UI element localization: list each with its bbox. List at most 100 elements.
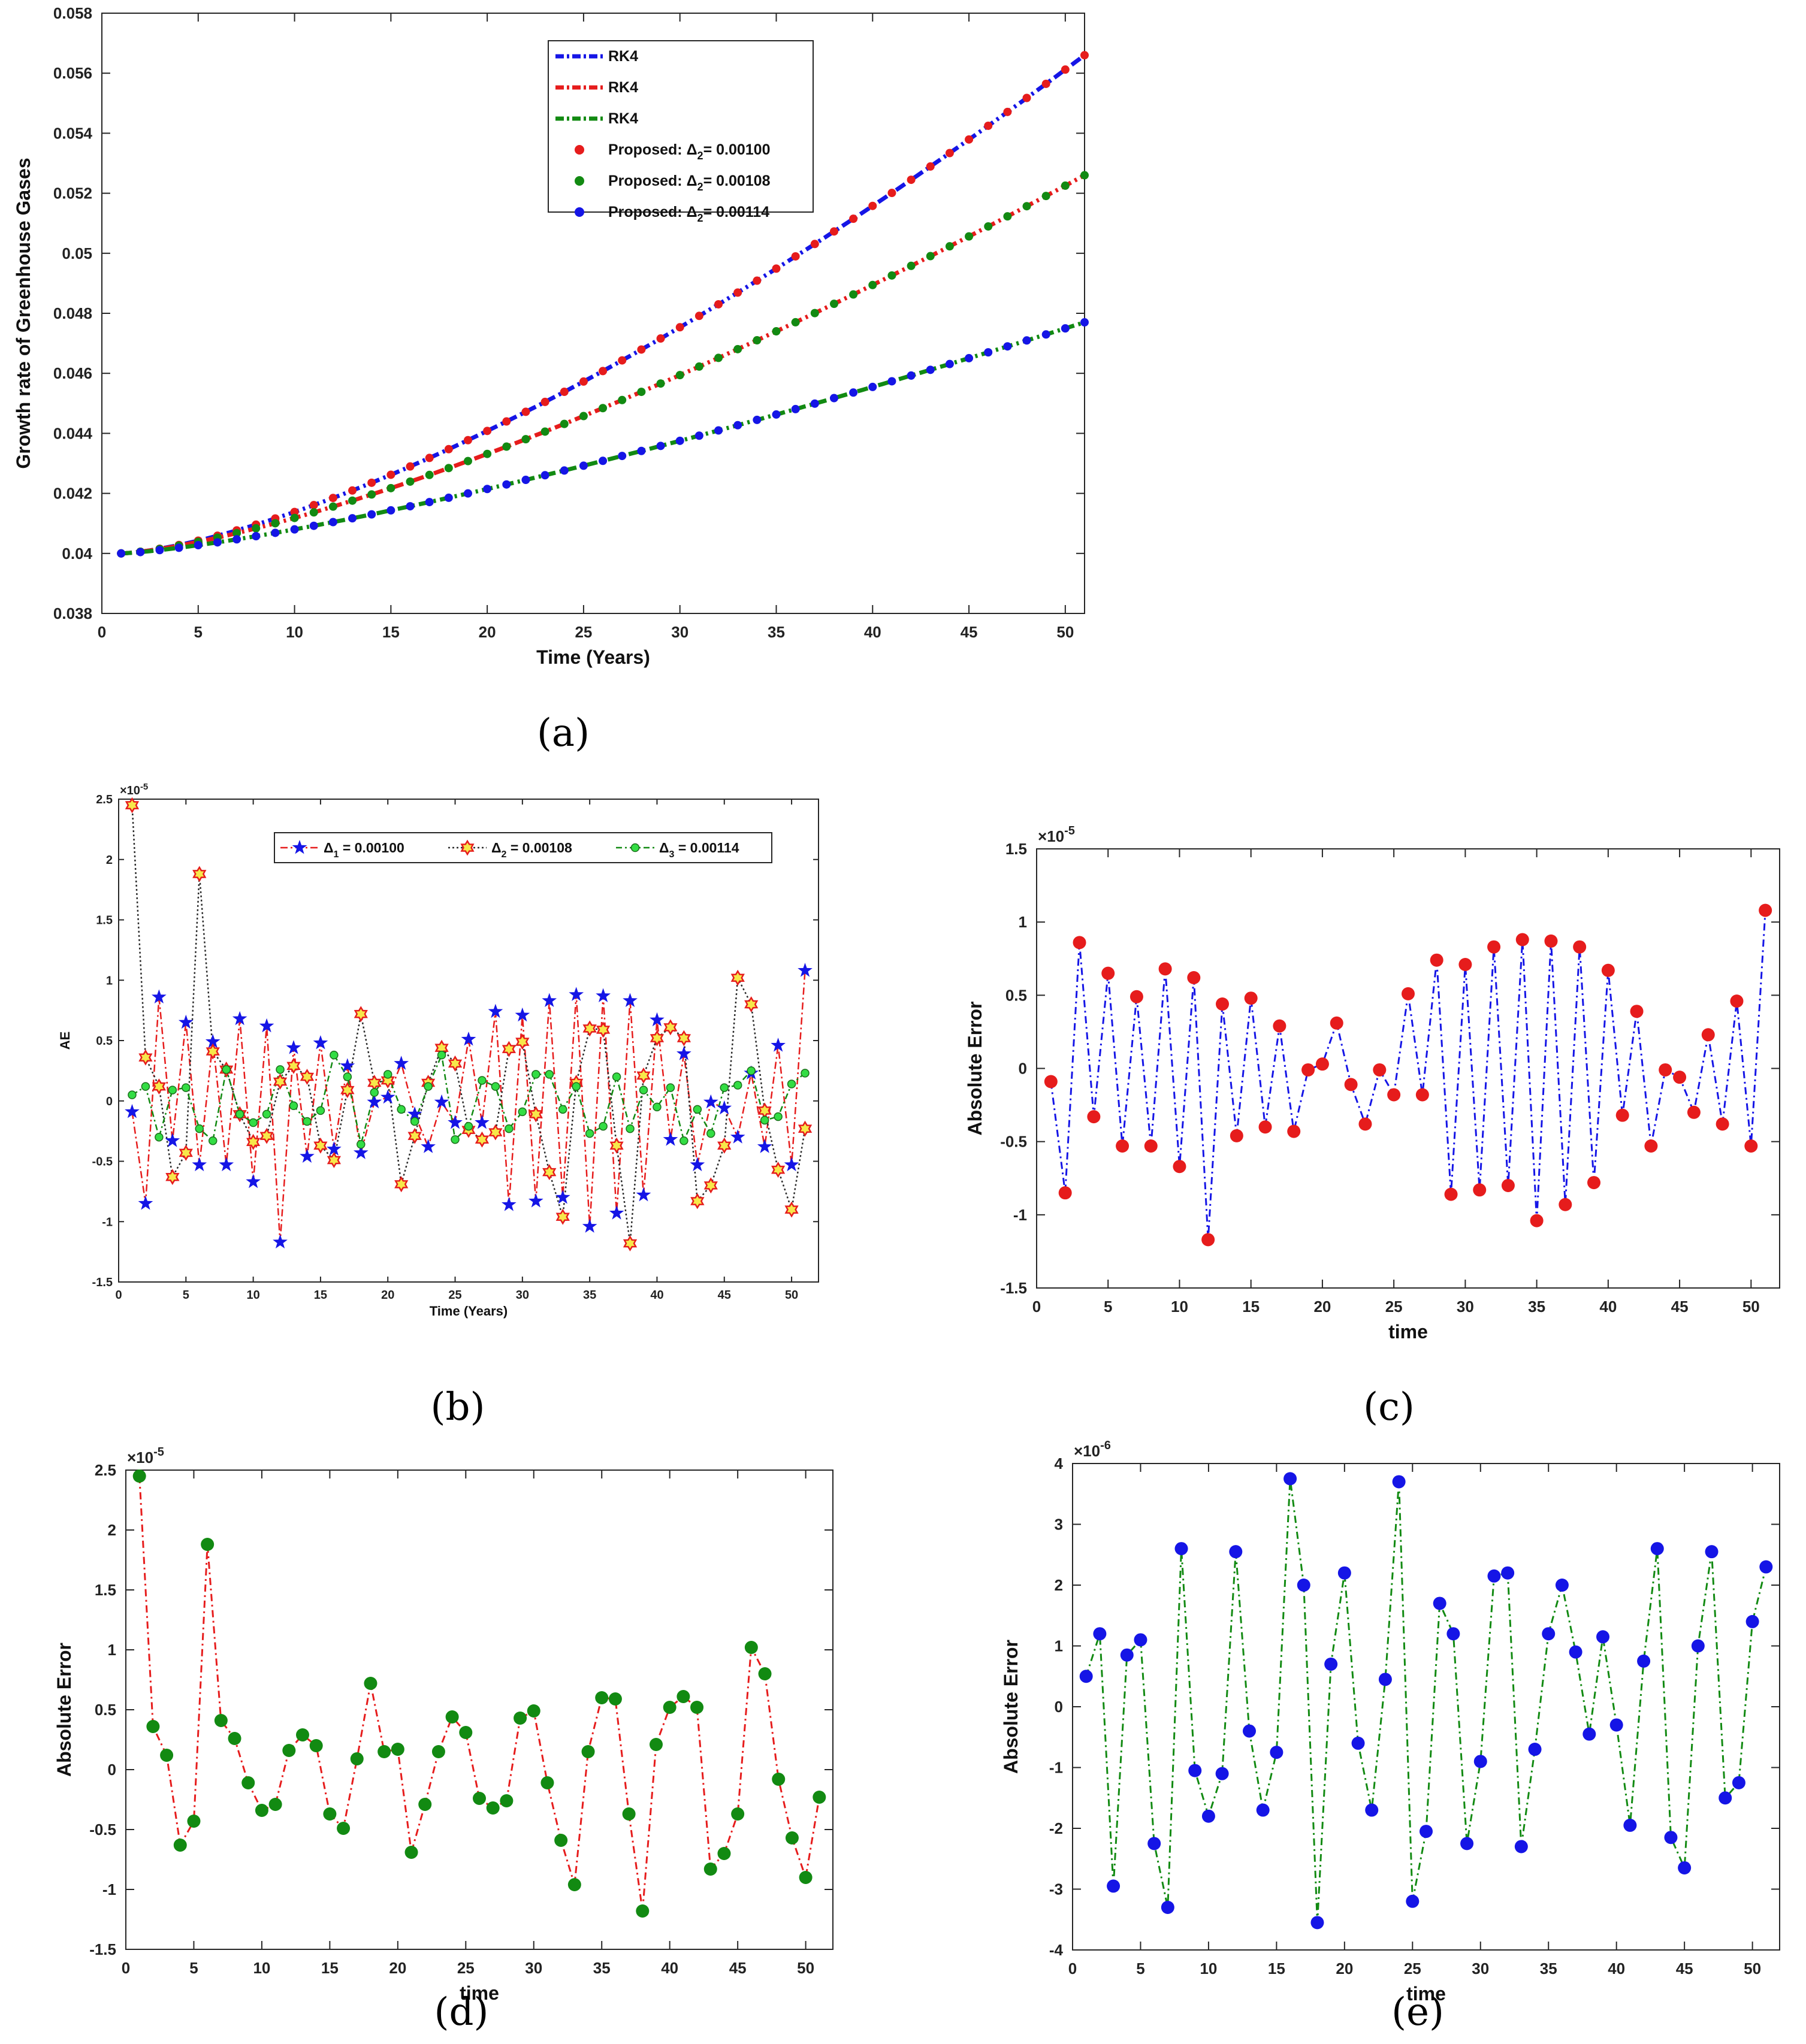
data-point [1487, 1569, 1501, 1583]
star-marker [555, 1190, 570, 1204]
y-tick-label: 0.042 [53, 485, 92, 503]
data-point [1402, 987, 1415, 1000]
data-point [404, 1846, 418, 1859]
x-tick-label: 5 [1104, 1298, 1112, 1316]
circle-marker [424, 1082, 433, 1091]
hexagram-marker [596, 1021, 611, 1038]
data-point [1147, 1837, 1161, 1851]
x-tick-label: 20 [381, 1289, 394, 1302]
data-point [391, 1743, 404, 1756]
x-tick-label: 50 [1742, 1298, 1760, 1316]
circle-marker [128, 1090, 137, 1099]
star-marker [609, 1205, 624, 1220]
proposed-point [675, 371, 684, 380]
panel-c-chart: 0 5 10 15 20 25 30 35 40 45 50 -1.5 -1 -0.5 0 0.5 1 1.5 ti… [964, 824, 1780, 1429]
proposed-point [463, 456, 472, 465]
proposed-point [887, 271, 896, 280]
proposed-point [444, 493, 453, 502]
data-point [703, 1862, 717, 1876]
x-tick-label: 0 [122, 1959, 130, 1977]
x-tick-label: 0 [1068, 1960, 1077, 1978]
data-point [650, 1738, 663, 1751]
data-point [500, 1794, 514, 1807]
data-point [1744, 1139, 1758, 1153]
data-point [663, 1701, 677, 1714]
proposed-point [926, 252, 935, 261]
data-point [1187, 971, 1201, 985]
data-point [364, 1677, 377, 1690]
legend-box [274, 832, 772, 863]
hexagram-marker [407, 1127, 422, 1144]
circle-marker [195, 1124, 204, 1133]
panel-label: (e) [1391, 1990, 1444, 2034]
data-point [1358, 1117, 1372, 1131]
y-tick-label: -0.5 [89, 1821, 116, 1839]
hexagram-marker [300, 1069, 315, 1085]
hexagram-marker [663, 1019, 678, 1036]
proposed-point [714, 353, 723, 362]
data-point [1330, 1016, 1343, 1030]
x-tick-label: 35 [593, 1959, 611, 1977]
circle-marker [733, 1081, 742, 1090]
y-tick-label: 1 [108, 1641, 116, 1659]
data-point [514, 1712, 527, 1725]
proposed-point [425, 498, 434, 507]
proposed-point [521, 435, 530, 444]
proposed-point [502, 480, 511, 489]
hexagram-marker [582, 1020, 597, 1037]
data-point [799, 1871, 813, 1884]
proposed-point [656, 379, 665, 388]
data-point [731, 1807, 745, 1821]
star-marker [232, 1011, 247, 1026]
circle-marker [545, 1070, 554, 1079]
hexagram-marker [555, 1208, 570, 1225]
proposed-point [791, 252, 800, 261]
data-point [160, 1749, 174, 1762]
legend-star-marker [292, 840, 307, 854]
data-point [1297, 1579, 1310, 1592]
proposed-point [463, 489, 472, 498]
hexagram-marker [165, 1169, 180, 1186]
data-point [377, 1745, 391, 1758]
star-marker [205, 1034, 221, 1048]
proposed-point [328, 518, 337, 527]
proposed-point [502, 417, 511, 426]
star-marker [434, 1094, 449, 1109]
data-point [1273, 1019, 1286, 1033]
star-marker [569, 987, 584, 1001]
hexagram-marker [650, 1030, 665, 1047]
x-tick-label: 25 [457, 1959, 475, 1977]
proposed-point [829, 300, 838, 309]
hexagram-marker [152, 1078, 166, 1095]
hexagram-marker [313, 1137, 328, 1154]
x-tick-label: 30 [1457, 1298, 1474, 1316]
data-point [1719, 1791, 1732, 1805]
proposed-point [252, 532, 261, 541]
data-point [1515, 933, 1529, 947]
data-point [1596, 1630, 1609, 1644]
data-point [486, 1801, 500, 1815]
proposed-point [733, 344, 742, 353]
star-marker [623, 993, 638, 1007]
star-marker [313, 1035, 328, 1050]
legend-label: Δ1 = 0.00100 [324, 840, 404, 860]
circle-marker [599, 1121, 608, 1131]
circle-marker [451, 1135, 460, 1144]
legend-circle-marker [630, 843, 640, 852]
proposed-point [810, 309, 819, 318]
x-tick-label: 35 [1540, 1960, 1557, 1978]
x-tick-label: 25 [575, 623, 592, 641]
data-point [1283, 1472, 1297, 1486]
data-point [690, 1701, 704, 1714]
proposed-point [483, 427, 492, 436]
y-tick-label: -1 [102, 1880, 116, 1898]
circle-marker [612, 1072, 621, 1081]
data-point [1373, 1063, 1387, 1077]
proposed-point [868, 382, 877, 391]
x-tick-label: 30 [1472, 1960, 1489, 1978]
data-point [1378, 1673, 1392, 1686]
x-tick-label: 20 [389, 1959, 406, 1977]
proposed-point [907, 261, 916, 270]
data-point [1173, 1160, 1186, 1174]
